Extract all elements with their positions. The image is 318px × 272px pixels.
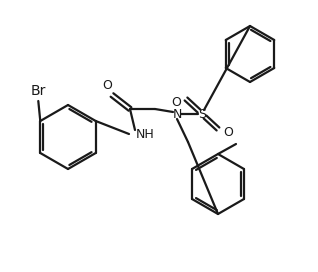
Text: O: O <box>171 96 181 109</box>
Text: N: N <box>172 107 182 120</box>
Text: Br: Br <box>31 84 46 98</box>
Text: O: O <box>223 125 233 138</box>
Text: S: S <box>198 107 206 120</box>
Text: O: O <box>102 79 112 92</box>
Text: NH: NH <box>136 128 155 141</box>
